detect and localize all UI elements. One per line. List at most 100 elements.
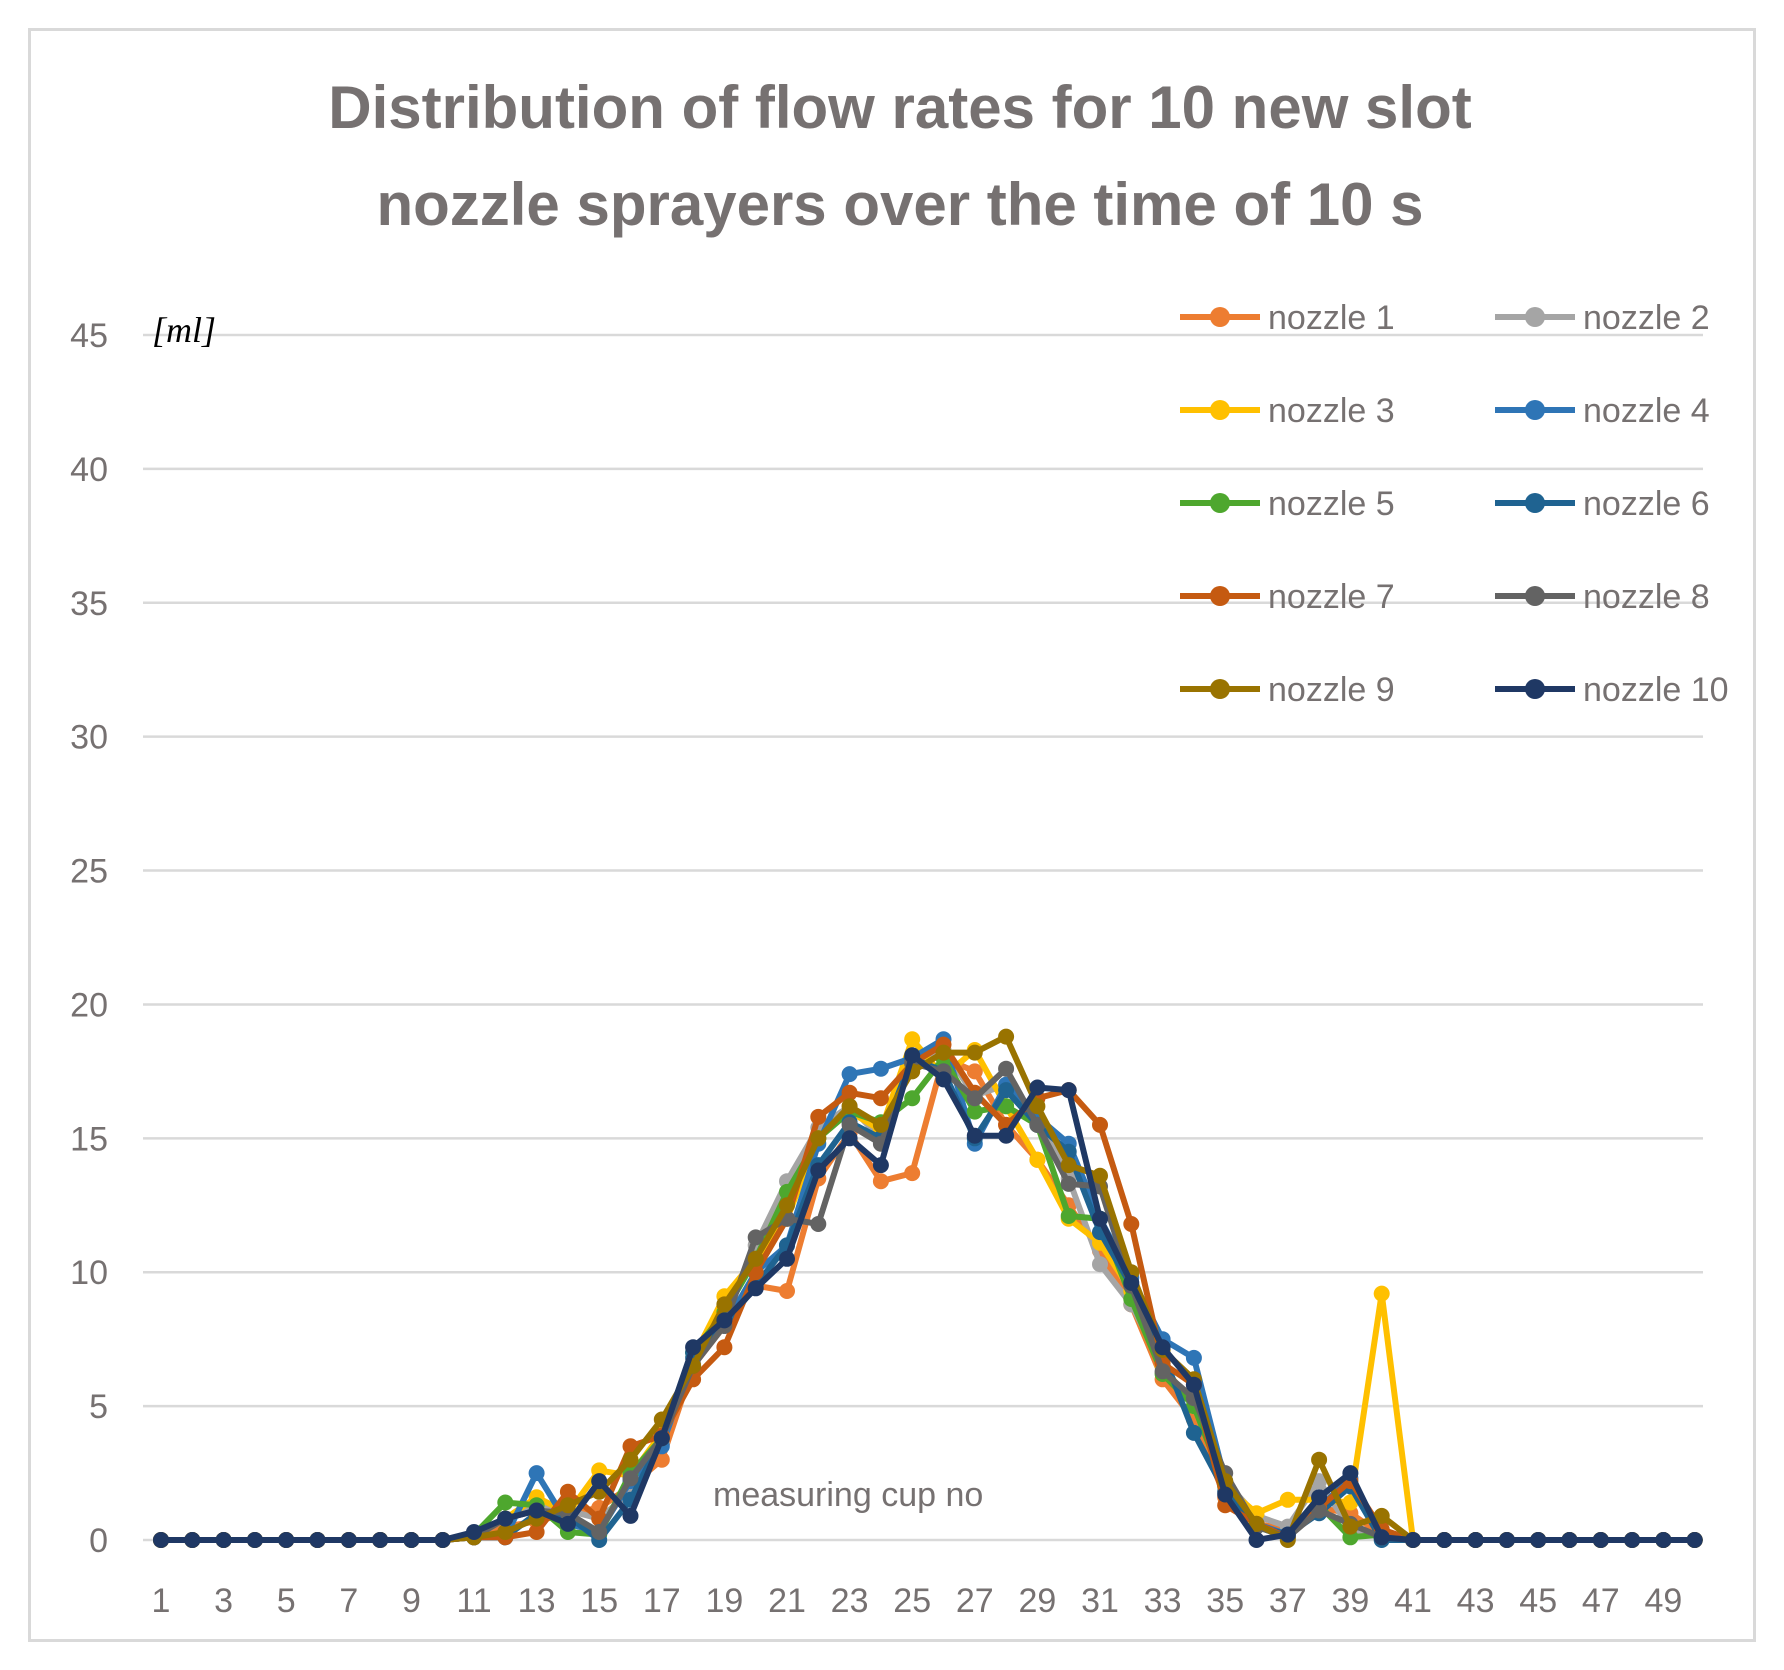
data-point <box>904 1165 921 1182</box>
legend-swatch-marker <box>1210 493 1230 513</box>
series-line <box>161 1060 1695 1543</box>
data-point <box>1060 1157 1077 1174</box>
data-point <box>841 1066 858 1083</box>
legend-swatch-marker <box>1525 679 1545 699</box>
legend-label: nozzle 2 <box>1583 299 1710 337</box>
series-line <box>161 1055 1695 1543</box>
data-point <box>528 1524 545 1540</box>
data-point <box>841 1084 858 1101</box>
data-point <box>1279 1491 1296 1508</box>
data-point <box>497 1510 514 1527</box>
data-point <box>1624 1532 1641 1548</box>
data-point <box>1092 1167 1108 1184</box>
x-tick-label: 5 <box>277 1582 296 1620</box>
data-point <box>1467 1532 1484 1548</box>
legend-label: nozzle 5 <box>1268 485 1395 523</box>
data-point <box>622 1451 639 1468</box>
data-point <box>403 1532 420 1548</box>
x-tick-label: 9 <box>402 1582 421 1620</box>
x-axis-ticks: 1 3 5 7 9 11 13 15 17 19 21 23 25 27 29 31 33 35 37 39 41 43 4… <box>152 1582 1683 1620</box>
data-point <box>1060 1175 1077 1192</box>
data-point <box>966 1044 983 1061</box>
y-axis-unit-label: [ml] <box>152 310 216 350</box>
data-point <box>1592 1532 1609 1548</box>
data-point <box>1405 1532 1421 1548</box>
y-tick-label: 5 <box>89 1388 108 1426</box>
series-line <box>161 1052 1695 1543</box>
data-point <box>1342 1518 1359 1535</box>
data-point <box>1092 1210 1108 1227</box>
data-point <box>1123 1274 1140 1291</box>
x-tick-label: 15 <box>580 1582 618 1620</box>
series-nozzle-8 <box>153 1055 1703 1548</box>
data-point <box>779 1197 795 1214</box>
data-point <box>591 1524 608 1540</box>
data-point <box>1279 1526 1296 1543</box>
data-point <box>872 1173 889 1190</box>
data-point <box>1436 1532 1453 1548</box>
data-point <box>653 1430 670 1447</box>
data-point <box>434 1532 451 1548</box>
legend-item: nozzle 10 <box>1495 671 1729 709</box>
legend-label: nozzle 8 <box>1583 578 1710 616</box>
data-point <box>1060 1082 1077 1099</box>
data-point <box>184 1532 201 1548</box>
x-tick-label: 45 <box>1519 1582 1557 1620</box>
data-point <box>685 1339 702 1356</box>
data-point <box>904 1031 921 1048</box>
data-point <box>716 1296 733 1313</box>
data-point <box>810 1108 827 1125</box>
x-tick-label: 21 <box>768 1582 806 1620</box>
data-point <box>1060 1208 1077 1224</box>
x-tick-label: 29 <box>1018 1582 1056 1620</box>
data-point <box>1373 1529 1390 1546</box>
series-lines <box>153 1028 1703 1548</box>
legend-item: nozzle 6 <box>1495 485 1710 523</box>
data-point <box>1248 1515 1265 1532</box>
legend-swatch-marker <box>1210 307 1230 327</box>
legend-swatch-marker <box>1525 493 1545 513</box>
data-point <box>810 1162 827 1179</box>
data-point <box>1373 1507 1390 1524</box>
legend-swatch-marker <box>1525 586 1545 606</box>
data-point <box>1530 1532 1547 1548</box>
x-tick-label: 35 <box>1206 1582 1244 1620</box>
legend-label: nozzle 9 <box>1268 671 1395 709</box>
x-tick-label: 41 <box>1394 1582 1432 1620</box>
data-point <box>998 1098 1015 1115</box>
x-tick-label: 37 <box>1269 1582 1307 1620</box>
x-axis-label: measuring cup no <box>713 1476 983 1514</box>
data-point <box>528 1465 545 1482</box>
legend-swatch-marker <box>1525 307 1545 327</box>
data-point <box>966 1103 983 1120</box>
x-tick-label: 13 <box>518 1582 556 1620</box>
data-point <box>1311 1489 1328 1506</box>
x-tick-label: 49 <box>1644 1582 1682 1620</box>
legend-label: nozzle 6 <box>1583 485 1710 523</box>
x-tick-label: 43 <box>1457 1582 1495 1620</box>
data-point <box>872 1060 889 1077</box>
data-point <box>497 1524 514 1540</box>
data-point <box>779 1283 795 1299</box>
data-point <box>1154 1363 1171 1380</box>
data-point <box>841 1130 858 1147</box>
x-tick-label: 17 <box>643 1582 681 1620</box>
legend-label: nozzle 1 <box>1268 299 1395 337</box>
legend-swatch-marker <box>1525 400 1545 420</box>
data-point <box>716 1312 733 1329</box>
data-point <box>872 1090 889 1107</box>
x-tick-label: 31 <box>1081 1582 1119 1620</box>
legend-swatch-marker <box>1210 400 1230 420</box>
data-point <box>622 1507 639 1524</box>
data-point <box>841 1116 858 1133</box>
data-point <box>966 1090 983 1107</box>
series-nozzle-1 <box>153 1050 1703 1548</box>
data-point <box>1092 1256 1108 1273</box>
data-point <box>1655 1532 1672 1548</box>
data-point <box>1248 1532 1265 1548</box>
legend-label: nozzle 3 <box>1268 392 1395 430</box>
data-point <box>872 1157 889 1174</box>
legend-item: nozzle 9 <box>1180 671 1395 709</box>
data-point <box>497 1494 514 1511</box>
